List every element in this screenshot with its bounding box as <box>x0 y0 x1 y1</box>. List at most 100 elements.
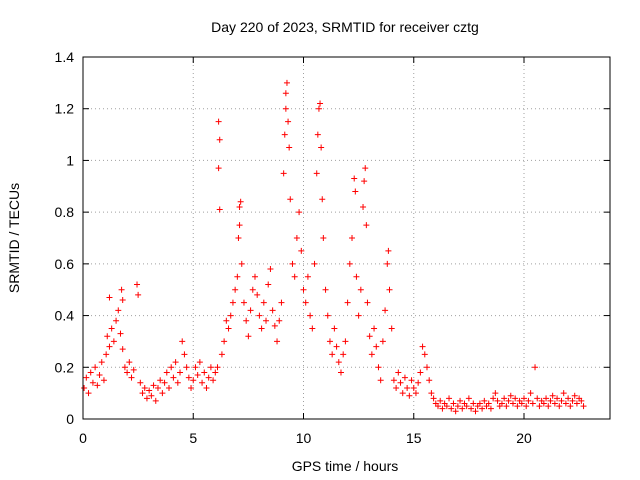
data-point <box>240 299 247 306</box>
data-point <box>283 79 290 86</box>
data-point <box>549 392 556 399</box>
data-point <box>382 307 389 314</box>
data-point <box>134 281 141 288</box>
data-point <box>476 400 483 407</box>
data-point <box>366 333 373 340</box>
data-point <box>412 390 419 397</box>
data-point <box>245 333 252 340</box>
data-point <box>172 359 179 366</box>
data-point <box>130 366 137 373</box>
data-point <box>352 188 359 195</box>
data-point <box>309 325 316 332</box>
data-point <box>457 397 464 404</box>
data-point <box>238 260 245 267</box>
data-point <box>243 317 250 324</box>
data-points <box>81 79 587 415</box>
y-tick-label: 1.4 <box>55 49 75 65</box>
data-point <box>313 170 320 177</box>
data-point <box>395 369 402 376</box>
data-point <box>399 390 406 397</box>
data-point <box>373 343 380 350</box>
data-point <box>196 359 203 366</box>
data-point <box>135 291 142 298</box>
y-tick-label: 1 <box>66 152 74 168</box>
data-point <box>92 364 99 371</box>
data-point <box>110 338 117 345</box>
data-point <box>163 369 170 376</box>
data-point <box>329 351 336 358</box>
data-point <box>344 299 351 306</box>
data-point <box>492 390 499 397</box>
data-point <box>446 395 453 402</box>
data-point <box>291 273 298 280</box>
data-point <box>287 196 294 203</box>
data-point <box>426 377 433 384</box>
data-point <box>463 403 470 410</box>
data-point <box>258 325 265 332</box>
data-point <box>335 359 342 366</box>
data-point <box>362 165 369 172</box>
data-point <box>419 343 426 350</box>
data-point <box>256 312 263 319</box>
data-point <box>505 397 512 404</box>
data-point <box>215 118 222 125</box>
data-point <box>322 286 329 293</box>
data-point <box>342 338 349 345</box>
y-tick-label: 0.6 <box>55 256 75 272</box>
data-point <box>300 286 307 293</box>
data-point <box>234 273 241 280</box>
data-point <box>281 131 288 138</box>
data-point <box>254 291 261 298</box>
data-point <box>276 317 283 324</box>
data-point <box>81 384 88 391</box>
data-point <box>237 198 244 205</box>
data-point <box>214 364 221 371</box>
y-tick-label: 0 <box>66 411 74 427</box>
data-point <box>229 299 236 306</box>
data-point <box>223 317 230 324</box>
data-point <box>183 364 190 371</box>
data-point <box>225 325 232 332</box>
data-point <box>417 369 424 376</box>
data-point <box>106 294 113 301</box>
y-axis-ticks: 0 0.2 0.4 0.6 0.8 1 1.2 1.4 <box>55 49 610 427</box>
x-tick-label: 15 <box>406 430 422 446</box>
data-point <box>311 260 318 267</box>
data-point <box>468 405 475 412</box>
data-point <box>545 403 552 410</box>
data-point <box>435 403 442 410</box>
data-point <box>168 364 175 371</box>
data-point <box>227 312 234 319</box>
data-point <box>404 384 411 391</box>
data-point <box>152 397 159 404</box>
data-point <box>494 397 501 404</box>
data-point <box>543 395 550 402</box>
data-point <box>569 397 576 404</box>
data-point <box>371 325 378 332</box>
data-point <box>408 377 415 384</box>
data-point <box>459 405 466 412</box>
data-point <box>210 377 217 384</box>
data-point <box>236 203 243 210</box>
data-point <box>249 286 256 293</box>
data-point <box>340 351 347 358</box>
data-point <box>216 136 223 143</box>
data-point <box>185 374 192 381</box>
data-point <box>146 387 153 394</box>
data-point <box>221 338 228 345</box>
data-point <box>128 374 135 381</box>
data-point <box>540 400 547 407</box>
data-point <box>375 364 382 371</box>
data-point <box>532 364 539 371</box>
plot-frame <box>82 56 611 420</box>
data-point <box>514 403 521 410</box>
data-point <box>192 364 199 371</box>
data-point <box>490 395 497 402</box>
data-point <box>448 405 455 412</box>
data-point <box>534 395 541 402</box>
x-axis-ticks: 0 5 10 15 20 <box>79 57 532 446</box>
data-point <box>113 317 120 324</box>
data-point <box>170 374 177 381</box>
data-point <box>385 247 392 254</box>
data-point <box>421 351 428 358</box>
